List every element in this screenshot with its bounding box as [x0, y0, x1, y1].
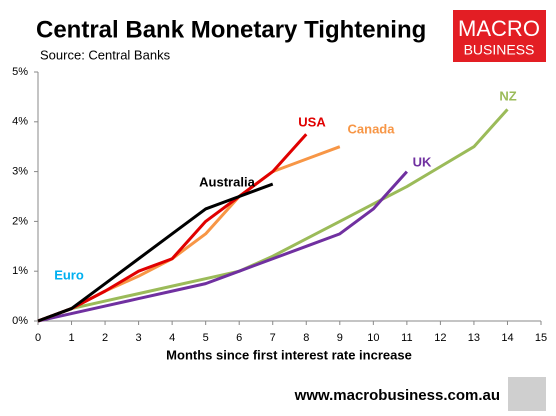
x-tick-label: 12 [434, 332, 446, 344]
x-tick-label: 1 [68, 332, 74, 344]
series-line [37, 108, 509, 323]
series-line [37, 145, 341, 323]
x-tick-label: 14 [501, 332, 513, 344]
y-tick-label: 4% [12, 116, 28, 128]
x-tick-label: 8 [303, 332, 309, 344]
x-tick-label: 2 [102, 332, 108, 344]
y-tick-label: 1% [12, 265, 28, 277]
series-line [37, 170, 408, 323]
x-tick-label: 4 [169, 332, 175, 344]
series-label: Euro [54, 267, 84, 282]
series-label: Canada [348, 121, 396, 136]
series-label: NZ [499, 88, 516, 103]
series-label: UK [413, 154, 432, 169]
x-tick-label: 5 [203, 332, 209, 344]
x-tick-label: 10 [367, 332, 379, 344]
y-tick-label: 5% [12, 66, 28, 78]
series-line [37, 133, 308, 323]
x-tick-label: 9 [337, 332, 343, 344]
logo-line1: MACRO [458, 16, 540, 41]
series-line [37, 182, 274, 323]
y-tick-label: 2% [12, 215, 28, 227]
y-tick-label: 3% [12, 166, 28, 178]
x-axis-label: Months since first interest rate increas… [166, 347, 412, 362]
chart-title: Central Bank Monetary Tightening [36, 16, 426, 43]
wolf-icon [508, 377, 546, 411]
series-label: USA [298, 114, 326, 129]
x-tick-label: 7 [270, 332, 276, 344]
x-tick-label: 15 [535, 332, 547, 344]
x-tick-label: 6 [236, 332, 242, 344]
y-tick-label: 0% [12, 315, 28, 327]
x-tick-label: 11 [401, 332, 412, 344]
footer: www.macrobusiness.com.au [294, 387, 500, 404]
logo-box [453, 10, 546, 62]
x-tick-label: 0 [35, 332, 41, 344]
x-tick-label: 13 [468, 332, 480, 344]
series-label: Australia [199, 174, 255, 189]
x-tick-label: 3 [136, 332, 142, 344]
chart-subtitle: Source: Central Banks [40, 47, 171, 62]
logo-line2: BUSINESS [464, 42, 535, 58]
